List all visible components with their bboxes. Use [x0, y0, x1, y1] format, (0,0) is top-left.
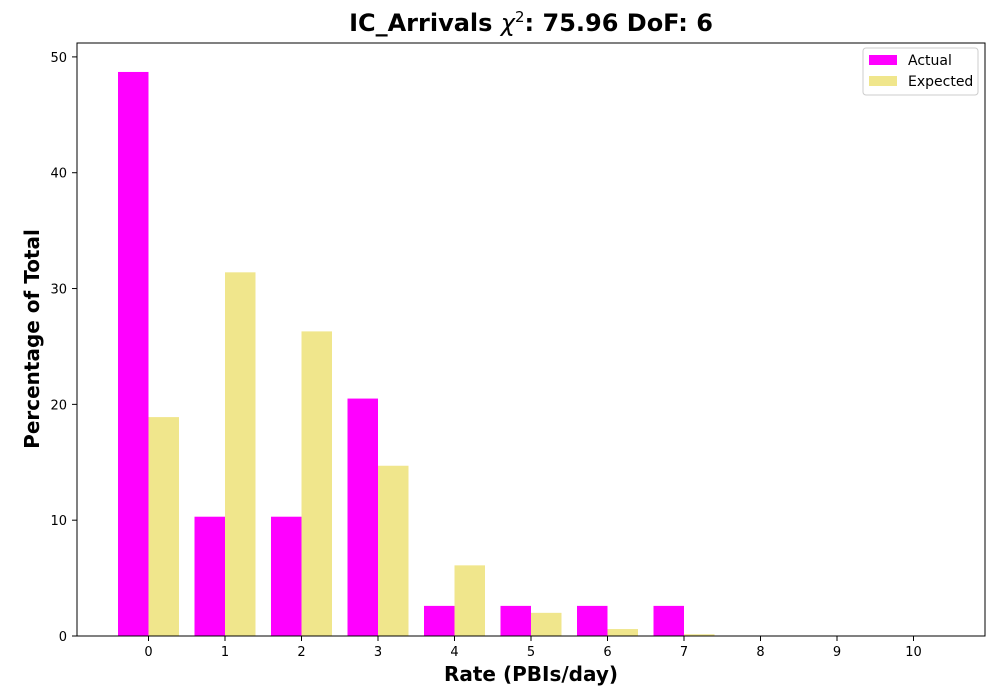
bar-actual-0 [118, 71, 149, 636]
x-tick-label-8: 8 [756, 645, 764, 660]
bar-expected-2 [301, 331, 332, 636]
bar-expected-0 [148, 417, 179, 636]
x-tick-label-0: 0 [144, 645, 152, 660]
bar-expected-7 [684, 634, 715, 636]
chart-title-prefix: IC_Arrivals [349, 9, 501, 37]
bar-expected-5 [531, 612, 562, 636]
chart-title-suffix: : 75.96 DoF: 6 [525, 9, 713, 37]
bar-actual-2 [271, 516, 302, 636]
bar-actual-5 [500, 605, 531, 636]
bar-expected-3 [378, 465, 409, 636]
bar-expected-1 [225, 272, 256, 636]
x-tick-label-5: 5 [527, 645, 535, 660]
y-tick-label-50: 50 [50, 51, 67, 66]
bar-expected-6 [607, 629, 638, 636]
y-tick-label-30: 30 [50, 283, 67, 298]
x-tick-label-9: 9 [833, 645, 841, 660]
bar-actual-1 [194, 516, 225, 636]
x-tick-label-2: 2 [297, 645, 305, 660]
bar-actual-7 [653, 605, 684, 636]
legend: Actual Expected [862, 47, 979, 96]
legend-swatch-expected [869, 76, 897, 86]
bar-actual-3 [347, 398, 378, 636]
y-tick-label-20: 20 [50, 398, 67, 413]
x-tick-label-10: 10 [905, 645, 922, 660]
x-axis-title: Rate (PBIs/day) [444, 662, 618, 686]
legend-label-expected: Expected [908, 74, 973, 90]
bar-actual-4 [424, 605, 455, 636]
y-tick-label-0: 0 [59, 630, 67, 645]
bar-expected-4 [454, 565, 485, 636]
plot-area: 0 10 20 30 40 50 0 1 2 3 4 5 6 7 8 9 10 Actual Expected [50, 42, 986, 660]
legend-swatch-actual [869, 55, 897, 65]
y-tick-label-10: 10 [50, 514, 67, 529]
x-tick-label-7: 7 [680, 645, 688, 660]
chart-title-chi: χ [499, 9, 516, 37]
legend-label-actual: Actual [908, 53, 952, 69]
chart-title-sup: 2 [515, 8, 525, 26]
bar-actual-6 [577, 605, 608, 636]
y-tick-label-40: 40 [50, 167, 67, 182]
x-tick-label-1: 1 [221, 645, 229, 660]
x-tick-label-6: 6 [603, 645, 611, 660]
x-tick-label-4: 4 [450, 645, 458, 660]
x-tick-label-3: 3 [374, 645, 382, 660]
chart-title: IC_Arrivals χ2: 75.96 DoF: 6 [349, 8, 713, 37]
y-axis-title: Percentage of Total [20, 229, 44, 449]
